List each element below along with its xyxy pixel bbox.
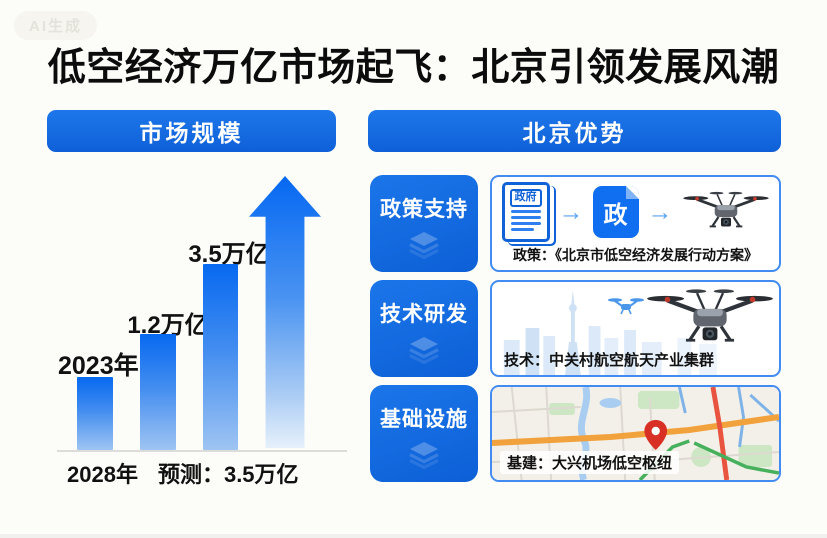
axis-note: 2028年 预测：3.5万亿 (67, 457, 299, 489)
bottom-edge (0, 534, 827, 538)
tech-card: 技术：中关村航空航天产业集群 (490, 280, 781, 377)
arrow-right-icon: → (558, 197, 584, 226)
axis-note-forecast: 预测：3.5万亿 (157, 462, 299, 487)
tech-caption: 技术：中关村航空航天产业集群 (504, 352, 715, 369)
government-document-icon: 政府 (501, 182, 550, 242)
layers-icon (408, 337, 440, 365)
layers-icon (408, 442, 440, 470)
bar-label-3-5: 3.5万亿 (188, 241, 270, 268)
market-scale-header: 市场规模 (47, 110, 336, 152)
policy-flow: 政府 → 政 → (492, 177, 779, 242)
arrow-right-icon: → (647, 197, 673, 226)
tech-rd-text: 技术研发 (380, 303, 468, 326)
bar-3-5-trillion (203, 264, 238, 450)
policy-card: 政府 → 政 → 政策：《北京市低空经济发展行动方案》 (490, 175, 781, 272)
tech-rd-label: 技术研发 (370, 280, 478, 377)
policy-support-label: 政策支持 (370, 175, 478, 272)
x-axis-line (57, 450, 347, 452)
page-fold-icon (625, 186, 639, 199)
infrastructure-label: 基础设施 (370, 385, 478, 482)
policy-support-text: 政策支持 (380, 198, 468, 221)
policy-caption: 政策：《北京市低空经济发展行动方案》 (513, 247, 758, 263)
growth-up-arrow-icon (249, 176, 321, 448)
bar-1-2-trillion (140, 334, 176, 450)
page-title: 低空经济万亿市场起飞：北京引领发展风潮 (47, 47, 780, 89)
infrastructure-caption: 基建：大兴机场低空枢纽 (500, 451, 680, 474)
policy-app-icon: 政 (592, 186, 639, 238)
small-drone-icon (608, 295, 644, 317)
bar-2023 (77, 377, 113, 450)
beijing-advantages-header: 北京优势 (368, 110, 781, 152)
drone-icon (682, 186, 770, 238)
ai-generated-badge: AI生成 (14, 11, 98, 40)
government-label: 政府 (509, 189, 542, 207)
policy-glyph: 政 (603, 201, 628, 229)
infrastructure-text: 基础设施 (380, 408, 468, 431)
layers-icon (408, 232, 440, 260)
axis-note-year: 2028年 (67, 462, 138, 487)
drone-icon (643, 282, 777, 356)
location-pin-icon (644, 420, 668, 450)
infrastructure-card: 基建：大兴机场低空枢纽 (490, 385, 781, 482)
city-skyline (503, 290, 717, 375)
